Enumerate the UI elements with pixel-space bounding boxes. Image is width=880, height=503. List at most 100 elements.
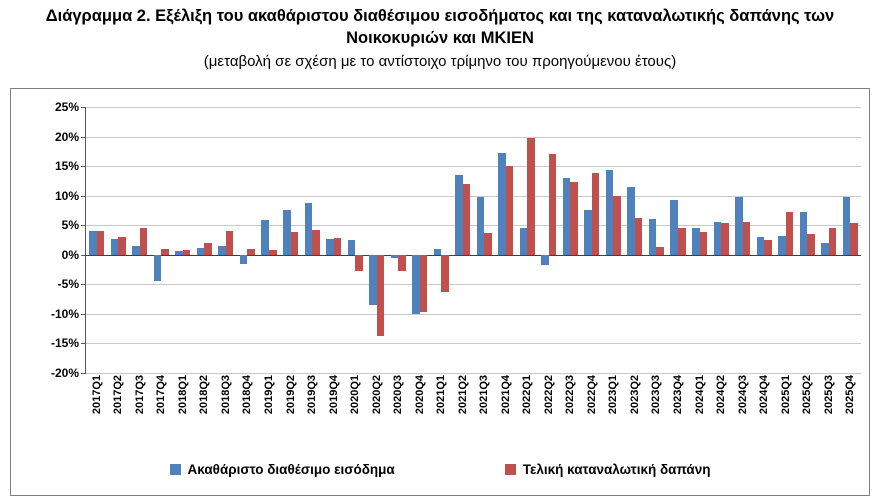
bar-series1-2021Q2: [462, 183, 471, 255]
legend-label: Ακαθάριστο διαθέσιμο εισόδημα: [187, 461, 395, 477]
x-axis-label: 2020Q3: [392, 375, 405, 415]
bar-series0-2023Q3: [648, 219, 657, 255]
y-axis-tick: [81, 195, 86, 197]
bar-series1-2019Q3: [312, 229, 320, 255]
chart-frame: 25% 20% 15% 10% 5% 0% -5% -10% -15% -20% 2017Q1 20…: [10, 88, 870, 496]
x-axis-label: 2017Q1: [90, 375, 103, 415]
gridline: [86, 343, 861, 345]
x-axis-label: 2023Q2: [628, 375, 641, 415]
bar-series0-2025Q3: [821, 242, 829, 255]
bar-series0-2024Q1: [692, 228, 700, 255]
bar-series1-2025Q1: [785, 211, 794, 255]
gridline: [86, 284, 861, 286]
x-axis-label: 2023Q3: [650, 375, 663, 415]
bar-series0-2023Q1: [605, 170, 614, 255]
gridline: [86, 225, 861, 227]
y-axis-line: [85, 107, 86, 374]
plot-area: 25% 20% 15% 10% 5% 0% -5% -10% -15% -20%: [51, 100, 861, 380]
bar-series0-2022Q1: [519, 228, 528, 255]
x-axis-label: 2023Q1: [607, 375, 620, 415]
x-axis-label: 2018Q4: [241, 375, 254, 415]
y-axis-tick: [81, 107, 86, 108]
legend-item-series1: Τελική καταναλωτική δαπάνη: [504, 461, 711, 477]
y-axis-label: 5%: [61, 218, 79, 233]
bar-series0-2021Q2: [455, 174, 463, 255]
x-axis-label: 2017Q2: [112, 375, 125, 415]
bar-series1-2021Q4: [505, 166, 514, 255]
chart-subtitle: (μεταβολή σε σχέση με το αντίστοιχο τρίμ…: [203, 53, 677, 70]
x-axis-label: 2021Q2: [456, 375, 469, 415]
bar-series0-2023Q2: [627, 186, 635, 255]
x-axis-label: 2017Q4: [155, 375, 168, 415]
x-axis-label: 2022Q4: [585, 375, 598, 415]
bar-series0-2019Q2: [282, 210, 291, 255]
bar-series0-2019Q4: [326, 238, 334, 255]
bar-series0-2022Q2: [541, 254, 549, 266]
bar-series1-2020Q1: [355, 254, 363, 272]
bar-series0-2020Q1: [347, 240, 356, 255]
x-axis-label: 2020Q2: [370, 375, 383, 415]
x-axis-label: 2020Q1: [349, 375, 362, 415]
chart-legend: Ακαθάριστο διαθέσιμο εισόδημα Τελική κατα…: [11, 459, 869, 479]
bar-series1-2017Q1: [96, 231, 105, 255]
x-axis-label: 2019Q3: [306, 375, 319, 415]
bar-series0-2018Q4: [239, 254, 248, 264]
bar-series1-2022Q4: [591, 173, 600, 255]
y-axis-tick: [81, 343, 86, 345]
bar-series0-2020Q3: [390, 254, 399, 258]
y-axis-tick: [81, 313, 86, 315]
bar-series1-2024Q4: [764, 240, 772, 255]
chart-title-line1: Διάγραμμα 2. Εξέλιξη του ακαθάριστου δια…: [45, 7, 835, 25]
y-axis-label: 20%: [54, 129, 79, 144]
bar-series1-2025Q3: [828, 228, 837, 255]
y-axis-label: -15%: [50, 336, 79, 351]
x-axis-label: 2023Q4: [672, 375, 684, 415]
x-axis-label: 2022Q1: [521, 375, 534, 415]
bar-series1-2020Q4: [419, 254, 428, 313]
x-axis-label: 2020Q4: [413, 375, 426, 415]
x-axis-label: 2021Q4: [499, 375, 512, 415]
bar-series0-2018Q1: [175, 251, 183, 255]
y-axis-label: 0%: [61, 247, 79, 262]
bar-series0-2017Q1: [89, 231, 97, 255]
bar-series1-2018Q1: [182, 250, 191, 255]
legend-label: Τελική καταναλωτική δαπάνη: [522, 461, 711, 477]
bar-series1-2024Q3: [742, 222, 751, 255]
chart-title-line2: Νοικοκυριών και ΜΚΙΕΝ: [346, 29, 534, 47]
bar-series1-2024Q2: [721, 223, 729, 255]
x-axis-label: 2024Q4: [758, 375, 771, 415]
x-axis-label: 2025Q3: [822, 375, 835, 415]
y-axis-label: 25%: [54, 100, 79, 114]
x-axis-label: 2019Q4: [327, 375, 340, 415]
bar-series1-2025Q2: [807, 234, 815, 255]
gridline: [86, 195, 861, 197]
bar-series0-2024Q2: [713, 222, 722, 255]
bar-series0-2017Q3: [132, 245, 140, 255]
bar-series0-2023Q4: [670, 199, 678, 255]
bar-series1-2017Q2: [118, 237, 126, 255]
x-axis-label: 2025Q1: [779, 375, 792, 415]
gridline: [86, 107, 861, 108]
bar-series1-2019Q4: [333, 238, 342, 255]
x-axis-label: 2018Q1: [176, 375, 189, 415]
y-axis-tick: [81, 284, 86, 286]
x-axis-label: 2025Q2: [801, 375, 814, 415]
legend-item-series0: Ακαθάριστο διαθέσιμο εισόδημα: [169, 461, 395, 477]
y-axis-label: 15%: [54, 159, 79, 174]
x-axis-label: 2024Q2: [715, 375, 728, 415]
bar-series0-2017Q2: [110, 239, 119, 255]
x-axis-label: 2022Q3: [564, 375, 577, 415]
x-axis-label: 2025Q4: [844, 375, 857, 415]
x-axis-label: 2021Q1: [435, 375, 448, 415]
bar-series1-2020Q2: [376, 254, 385, 336]
bar-series1-2023Q1: [613, 195, 621, 255]
bar-series0-2025Q2: [799, 211, 808, 255]
gridline: [86, 166, 861, 168]
bar-series0-2025Q4: [842, 197, 851, 255]
y-axis-label: -10%: [50, 306, 79, 321]
bar-series0-2022Q3: [562, 177, 571, 255]
gridline: [86, 373, 861, 374]
x-axis-label: 2019Q2: [284, 375, 297, 415]
bar-series1-2018Q3: [225, 231, 234, 255]
zero-gridline: [86, 254, 861, 256]
